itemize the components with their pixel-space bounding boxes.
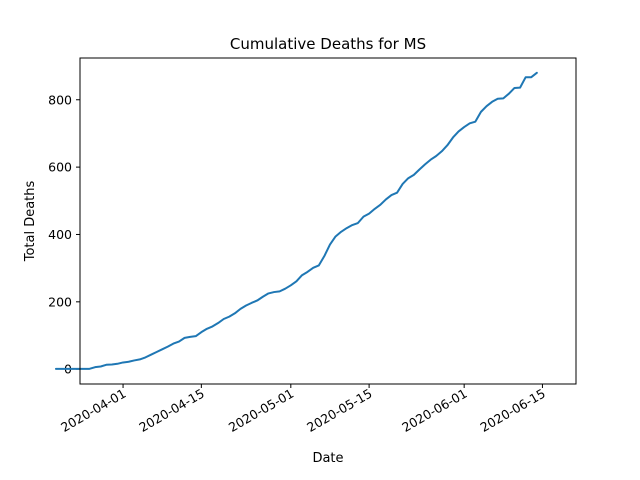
y-tick-label: 600 bbox=[48, 160, 72, 175]
data-point bbox=[396, 192, 398, 194]
data-point bbox=[391, 194, 393, 196]
data-point bbox=[251, 302, 253, 304]
data-point bbox=[72, 368, 74, 370]
data-point bbox=[419, 169, 421, 171]
data-point bbox=[318, 265, 320, 267]
data-point bbox=[100, 366, 102, 368]
data-point bbox=[323, 255, 325, 257]
y-tick-label: 400 bbox=[48, 227, 72, 242]
data-point bbox=[385, 199, 387, 201]
data-point bbox=[290, 284, 292, 286]
y-tick-label: 200 bbox=[48, 294, 72, 309]
data-point bbox=[217, 322, 219, 324]
data-point bbox=[368, 213, 370, 215]
data-point bbox=[446, 144, 448, 146]
data-point bbox=[424, 164, 426, 166]
data-point bbox=[200, 331, 202, 333]
data-point bbox=[402, 183, 404, 185]
data-point bbox=[111, 364, 113, 366]
data-point bbox=[279, 290, 281, 292]
data-point bbox=[150, 354, 152, 356]
data-point bbox=[212, 326, 214, 328]
data-point bbox=[66, 368, 68, 370]
data-point bbox=[458, 131, 460, 133]
data-point bbox=[256, 300, 258, 302]
data-point bbox=[430, 159, 432, 161]
data-point bbox=[480, 111, 482, 113]
data-point bbox=[284, 288, 286, 290]
data-point bbox=[268, 293, 270, 295]
data-point bbox=[452, 137, 454, 139]
data-point bbox=[89, 368, 91, 370]
chart-title: Cumulative Deaths for MS bbox=[230, 35, 426, 53]
data-point bbox=[262, 296, 264, 298]
data-point bbox=[206, 328, 208, 330]
data-point bbox=[178, 341, 180, 343]
data-point bbox=[536, 72, 538, 74]
data-point bbox=[55, 368, 57, 370]
data-point bbox=[161, 348, 163, 350]
data-point bbox=[105, 364, 107, 366]
data-point bbox=[469, 122, 471, 124]
data-point bbox=[234, 312, 236, 314]
data-point bbox=[335, 236, 337, 238]
data-point bbox=[530, 76, 532, 78]
data-point bbox=[474, 121, 476, 123]
data-point bbox=[223, 318, 225, 320]
data-point bbox=[128, 361, 130, 363]
data-point bbox=[379, 204, 381, 206]
data-point bbox=[491, 101, 493, 103]
data-point bbox=[407, 177, 409, 179]
data-point bbox=[167, 346, 169, 348]
data-point bbox=[497, 98, 499, 100]
data-point bbox=[514, 87, 516, 89]
data-point bbox=[307, 271, 309, 273]
data-point bbox=[463, 126, 465, 128]
data-point bbox=[296, 280, 298, 282]
data-point bbox=[508, 93, 510, 95]
data-point bbox=[61, 368, 63, 370]
data-point bbox=[346, 227, 348, 229]
data-point bbox=[441, 150, 443, 152]
data-point bbox=[273, 291, 275, 293]
data-point bbox=[133, 360, 135, 362]
data-point bbox=[77, 368, 79, 370]
data-point bbox=[195, 335, 197, 337]
data-point bbox=[502, 98, 504, 100]
data-point bbox=[83, 368, 85, 370]
data-point bbox=[413, 174, 415, 176]
series-line-ms bbox=[54, 71, 538, 370]
data-point bbox=[240, 308, 242, 310]
data-point bbox=[94, 366, 96, 368]
data-point bbox=[301, 274, 303, 276]
data-point bbox=[351, 224, 353, 226]
data-point bbox=[363, 216, 365, 218]
data-point bbox=[139, 359, 141, 361]
data-point bbox=[117, 363, 119, 365]
data-point bbox=[519, 87, 521, 89]
y-axis-label: Total Deaths bbox=[23, 180, 38, 262]
data-point bbox=[435, 155, 437, 157]
data-point bbox=[312, 267, 314, 269]
y-tick-label: 800 bbox=[48, 92, 72, 107]
data-point bbox=[340, 231, 342, 233]
data-point bbox=[329, 244, 331, 246]
data-point bbox=[357, 222, 359, 224]
data-point bbox=[525, 76, 527, 78]
data-point bbox=[145, 356, 147, 358]
data-point bbox=[245, 305, 247, 307]
data-point bbox=[156, 351, 158, 353]
data-point bbox=[228, 316, 230, 318]
data-point bbox=[486, 105, 488, 107]
data-point bbox=[172, 343, 174, 345]
data-point bbox=[122, 362, 124, 364]
data-point bbox=[189, 336, 191, 338]
plot-frame bbox=[79, 57, 577, 385]
data-point bbox=[184, 337, 186, 339]
x-axis-label: Date bbox=[312, 451, 343, 466]
data-point bbox=[374, 208, 376, 210]
